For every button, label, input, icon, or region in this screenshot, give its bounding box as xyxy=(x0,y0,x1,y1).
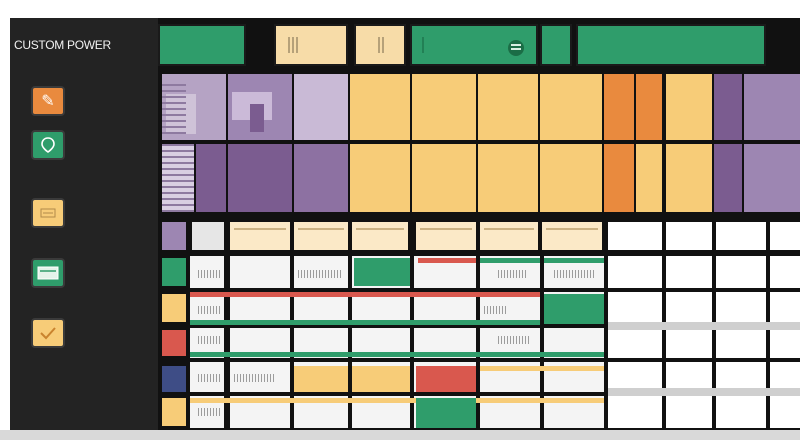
header-block xyxy=(744,144,800,212)
row-marker xyxy=(162,330,186,356)
row-marker xyxy=(162,366,186,392)
spreadsheet-grid xyxy=(158,18,800,430)
data-area-empty xyxy=(606,256,800,428)
horizontal-scrollbar[interactable] xyxy=(0,430,800,440)
subheader-cell xyxy=(294,222,348,250)
toolbar-yellow-button-1[interactable] xyxy=(274,24,348,66)
sidebar-item-location[interactable] xyxy=(31,130,65,160)
subheader-cell xyxy=(542,222,602,250)
toolbar-green-button-2[interactable] xyxy=(540,24,572,66)
pencil-icon: ✎ xyxy=(41,93,55,110)
row-marker xyxy=(162,294,186,322)
sidebar-item-card[interactable] xyxy=(31,258,65,288)
subheader-cell xyxy=(716,222,766,250)
header-block xyxy=(666,74,712,140)
subheader-cell xyxy=(230,222,290,250)
header-block xyxy=(636,144,662,212)
subheader-cell xyxy=(352,222,408,250)
toolbar-green-button[interactable] xyxy=(158,24,246,66)
header-block xyxy=(196,144,226,212)
header-block xyxy=(478,74,538,140)
toolbar-menu-button[interactable] xyxy=(410,24,538,66)
subheader-cell xyxy=(192,222,224,250)
toolbar-yellow-button-2[interactable] xyxy=(354,24,406,66)
header-block xyxy=(666,144,712,212)
header-block xyxy=(294,74,348,140)
row-marker xyxy=(162,258,186,286)
header-block xyxy=(604,144,634,212)
data-cell[interactable] xyxy=(354,258,410,286)
toolbar-wide-green-button[interactable] xyxy=(576,24,766,66)
subheader-cell xyxy=(416,222,476,250)
data-cell[interactable] xyxy=(416,366,476,392)
subheader-cell xyxy=(480,222,538,250)
row-marker xyxy=(162,222,186,250)
data-cell[interactable] xyxy=(294,366,348,392)
sidebar-item-check[interactable] xyxy=(31,318,65,348)
header-block xyxy=(162,144,194,212)
menu-icon xyxy=(508,40,524,56)
subheader-cell xyxy=(770,222,800,250)
check-icon xyxy=(33,320,63,346)
card-icon xyxy=(33,260,63,286)
location-pin-icon xyxy=(33,132,63,158)
document-icon xyxy=(33,200,63,226)
header-block xyxy=(350,144,410,212)
header-block xyxy=(540,74,602,140)
header-block xyxy=(350,74,410,140)
subheader-cell xyxy=(608,222,662,250)
header-block xyxy=(744,74,800,140)
header-block xyxy=(636,74,662,140)
app-title: CUSTOM POWER xyxy=(14,38,111,52)
header-block xyxy=(412,144,476,212)
header-block xyxy=(228,144,292,212)
header-block xyxy=(478,144,538,212)
header-block xyxy=(412,74,476,140)
data-cell[interactable] xyxy=(544,294,604,324)
sidebar-item-document[interactable] xyxy=(31,198,65,228)
data-cell[interactable] xyxy=(352,366,410,392)
header-block xyxy=(604,74,634,140)
header-block xyxy=(294,144,348,212)
subheader-cell xyxy=(666,222,712,250)
header-block xyxy=(162,74,226,140)
data-cell[interactable] xyxy=(416,398,476,428)
header-block xyxy=(540,144,602,212)
sidebar-item-edit[interactable]: ✎ xyxy=(31,86,65,116)
header-block xyxy=(228,74,292,140)
header-block xyxy=(714,144,742,212)
row-marker xyxy=(162,398,186,426)
header-block xyxy=(714,74,742,140)
